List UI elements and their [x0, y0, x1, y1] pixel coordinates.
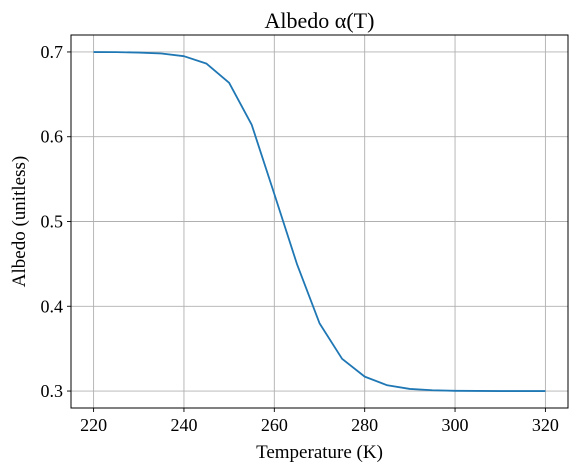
- x-tick-label: 300: [442, 415, 469, 435]
- tick-layer: 220 240 260 280 300 320 0.3 0.4 0.5 0.6 0.7: [41, 42, 559, 435]
- y-tick-label: 0.4: [41, 296, 64, 316]
- x-tick-label: 280: [351, 415, 378, 435]
- series-layer: [93, 51, 546, 392]
- x-tick-label: 260: [261, 415, 288, 435]
- y-tick-label: 0.5: [41, 212, 64, 232]
- grid-layer: [71, 35, 568, 408]
- y-tick-label: 0.7: [41, 42, 64, 62]
- x-tick-label: 240: [170, 415, 197, 435]
- y-tick-label: 0.6: [41, 127, 64, 147]
- albedo-series-line: [93, 51, 546, 392]
- y-tick-label: 0.3: [41, 381, 64, 401]
- y-axis-label: Albedo (unitless): [9, 156, 30, 287]
- x-tick-label: 320: [532, 415, 559, 435]
- x-axis-label: Temperature (K): [256, 442, 383, 463]
- chart-title: Albedo α(T): [265, 8, 375, 33]
- x-tick-label: 220: [80, 415, 107, 435]
